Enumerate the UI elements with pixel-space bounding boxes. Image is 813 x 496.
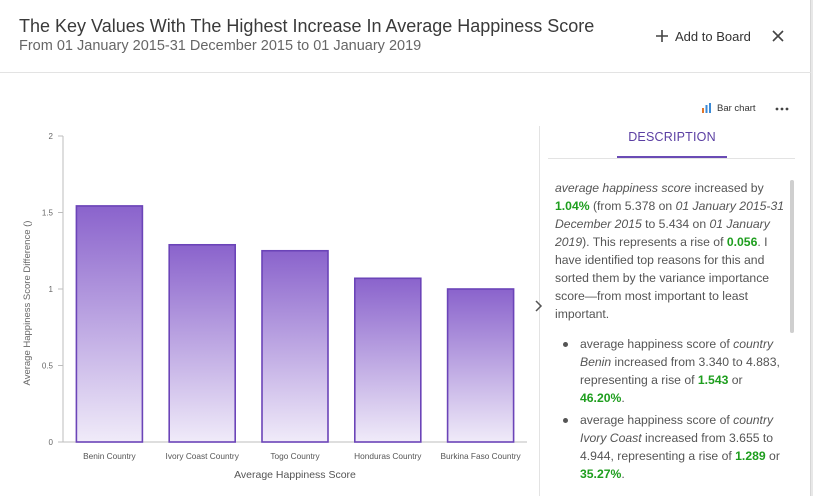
bar-chart: 0 0.5 1 1.5 2 Benin Country Ivory Coast Countr… [14, 122, 544, 492]
tab-description[interactable]: DESCRIPTION [617, 130, 727, 158]
y-axis-title: Average Happiness Score Difference () [22, 221, 33, 386]
y-tick-label: 1.5 [42, 209, 54, 218]
y-tick-label: 2 [49, 132, 54, 141]
bar-chart-svg: 0 0.5 1 1.5 2 Benin Country Ivory Coast Countr… [22, 132, 527, 481]
item-text: or [765, 449, 780, 463]
list-item: average happiness score of country Ivory… [563, 411, 788, 483]
item-text: . [621, 391, 625, 405]
intro-text: increased by [691, 181, 764, 195]
description-scrollbar-thumb[interactable] [790, 180, 794, 333]
item-text: or [728, 373, 743, 387]
item-text: increased from 3.340 to 4.883, represent… [580, 355, 780, 387]
metric-name: average happiness score [555, 181, 692, 195]
intro-period-end: 01 January 2019 [555, 217, 770, 249]
y-tick-label: 1 [49, 285, 54, 294]
y-tick-label: 0.5 [42, 362, 54, 371]
close-icon [772, 30, 784, 42]
panel-divider [539, 126, 540, 496]
x-axis-title: Average Happiness Score [234, 469, 356, 481]
description-panel: average happiness score increased by 1.0… [555, 179, 788, 496]
intro-percent: 1.04% [555, 199, 590, 213]
chart-type-label: Bar chart [717, 102, 756, 114]
x-tick-label: Honduras Country [354, 451, 422, 461]
y-tick-label: 0 [49, 438, 54, 447]
add-to-board-button[interactable]: Add to Board [655, 26, 751, 46]
item-text: . [621, 467, 625, 481]
x-tick-label: Ivory Coast Country [166, 451, 240, 461]
intro-period-start: 01 January 2015-31 December 2015 [555, 199, 785, 231]
x-tick-label: Burkina Faso Country [440, 451, 521, 461]
more-horizontal-icon [775, 107, 789, 111]
item-key: country Benin [580, 337, 774, 369]
intro-rise-value: 0.056 [726, 235, 758, 249]
intro-text: . I have identified top reasons for this… [555, 235, 770, 321]
add-to-board-label: Add to Board [675, 28, 751, 44]
page-title: The Key Values With The Highest Increase… [19, 16, 595, 36]
reason-list: average happiness score of country Benin… [555, 335, 788, 483]
close-button[interactable] [769, 27, 787, 45]
item-text: average happiness score of [580, 413, 734, 427]
x-tick-label: Benin Country [83, 451, 136, 461]
collapse-panel-button[interactable] [531, 296, 547, 316]
intro-text: ). This represents a rise of [582, 235, 727, 249]
item-value: 1.289 [735, 449, 766, 463]
more-options-button[interactable] [774, 102, 790, 116]
item-percent: 35.27% [580, 467, 622, 481]
modal-header: The Key Values With The Highest Increase… [0, 0, 811, 73]
item-value: 1.543 [697, 373, 729, 387]
x-tick-label: Togo Country [270, 451, 320, 461]
item-text: average happiness score of [580, 337, 734, 351]
description-intro: average happiness score increased by 1.0… [555, 179, 788, 323]
tab-underline-divider [548, 158, 795, 159]
item-percent: 46.20% [580, 391, 622, 405]
chart-type-button[interactable]: Bar chart [701, 102, 756, 114]
bar-chart-icon [702, 103, 711, 113]
item-text: increased from 3.655 to 4.944, represent… [580, 431, 774, 463]
item-key: country Ivory Coast [580, 413, 774, 445]
plus-icon [656, 30, 668, 42]
intro-text: (from 5.378 on [589, 199, 676, 213]
intro-text: to 5.434 on [641, 217, 710, 231]
list-item: average happiness score of country Benin… [563, 335, 788, 407]
date-range-subtitle: From 01 January 2015-31 December 2015 to… [19, 38, 422, 54]
bar [446, 288, 515, 443]
bar [261, 249, 329, 443]
bar [75, 205, 144, 443]
bar [353, 277, 422, 443]
bar [168, 243, 236, 443]
chevron-right-icon [535, 300, 543, 312]
